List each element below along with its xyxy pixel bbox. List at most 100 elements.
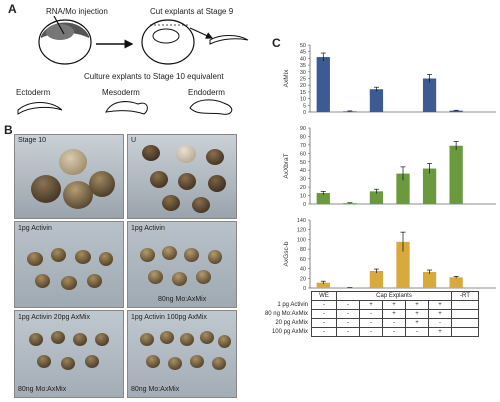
table-cell — [451, 327, 479, 337]
photo-caption: Stage 10 — [18, 137, 47, 144]
photo-caption-2: 80ng Mo:AxMix — [131, 386, 180, 393]
embryo — [212, 357, 226, 370]
table-header-row: WE Cap Explants -RT — [262, 291, 479, 301]
y-tick-label: 25 — [300, 77, 306, 83]
table-cell: - — [336, 300, 360, 310]
embryo — [190, 355, 204, 368]
embryo — [61, 276, 77, 290]
embryo — [37, 355, 51, 368]
embryo — [208, 175, 226, 192]
table-cell: + — [405, 300, 429, 310]
embryo — [208, 250, 222, 264]
injected-embryo-drawing — [38, 15, 92, 65]
y-tick-label: 100 — [297, 237, 306, 243]
table-cell: - — [359, 318, 383, 328]
y-tick-label: 35 — [300, 63, 306, 69]
bar — [449, 277, 463, 288]
y-tick-label: 45 — [300, 50, 306, 56]
embryo — [73, 333, 87, 346]
y-tick-label: 80 — [300, 247, 306, 253]
photo-caption: U — [131, 137, 137, 144]
panel-a-schematic — [17, 15, 249, 115]
embryo — [63, 181, 93, 209]
photo-activin-mo-100pg: 1pg Activin 100pg AxMix 80ng Mo:AxMix — [127, 310, 237, 398]
panel-c-letter: C — [272, 36, 281, 50]
embryo — [61, 357, 75, 370]
embryo — [59, 149, 87, 175]
y-tick-label: 90 — [300, 126, 306, 132]
table-cell: - — [311, 300, 337, 310]
step-injection-label: RNA/Mo injection — [46, 7, 108, 16]
embryo — [160, 331, 174, 344]
y-tick-label: 70 — [300, 143, 306, 149]
y-tick-label: 60 — [300, 151, 306, 157]
table-row: 20 pg AxMix - - - - + - — [262, 318, 479, 328]
bar — [396, 173, 410, 204]
embryo — [162, 195, 180, 211]
y-axis-label: AxMix — [283, 69, 290, 87]
y-tick-label: 20 — [300, 83, 306, 89]
y-tick-label: 80 — [300, 134, 306, 140]
photo-activin: 1pg Activin — [14, 221, 124, 308]
embryo — [27, 252, 43, 266]
embryo — [142, 145, 160, 161]
y-tick-label: 50 — [300, 160, 306, 166]
table-cell: - — [359, 309, 383, 319]
embryo — [150, 171, 168, 188]
y-tick-label: 20 — [300, 276, 306, 282]
germ-endoderm-label: Endoderm — [188, 88, 225, 97]
embryo — [51, 331, 65, 344]
table-row: 1 pg Activin - - + + + + — [262, 300, 479, 310]
table-cell: - — [336, 309, 360, 319]
embryo — [218, 335, 231, 348]
endoderm-explant-drawing — [189, 99, 233, 115]
embryo — [85, 355, 99, 368]
embryo — [87, 274, 102, 288]
bar — [369, 191, 384, 204]
table-cell: + — [428, 300, 452, 310]
table-cell: + — [359, 300, 383, 310]
y-tick-label: 0 — [303, 286, 306, 290]
embryo — [29, 333, 43, 346]
y-tick-label: 15 — [300, 90, 306, 96]
bar — [422, 271, 437, 288]
y-tick-label: 10 — [300, 97, 306, 103]
y-tick-label: 120 — [297, 228, 306, 234]
embryo — [51, 248, 66, 262]
table-cell: - — [382, 327, 406, 337]
embryo — [140, 248, 155, 262]
header-cap-explants: Cap Explants — [336, 291, 452, 301]
embryo — [206, 149, 224, 165]
table-cell: - — [405, 327, 429, 337]
table-cell: - — [382, 318, 406, 328]
step-cut-label: Cut explants at Stage 9 — [150, 7, 234, 16]
embryo — [176, 145, 196, 163]
arrow-2 — [189, 27, 214, 39]
bar — [369, 89, 384, 112]
y-tick-label: 0 — [303, 110, 306, 116]
bar — [396, 241, 410, 288]
photo-caption-2: 80ng Mo:AxMix — [18, 386, 67, 393]
y-tick-label: 40 — [300, 56, 306, 62]
embryo — [35, 274, 50, 288]
embryo — [162, 246, 177, 260]
ectoderm-explant-drawing — [17, 102, 63, 115]
table-cell — [451, 309, 479, 319]
panel-a-letter: A — [8, 2, 17, 16]
photo-caption: 1pg Activin — [18, 225, 52, 232]
germ-mesoderm-label: Mesoderm — [102, 88, 140, 97]
row-label: 100 pg AxMix — [271, 329, 308, 335]
table-cell: - — [428, 318, 452, 328]
row-label: 1 pg Activin — [277, 302, 308, 308]
embryo — [146, 355, 160, 368]
photo-caption: 1pg Activin — [131, 225, 165, 232]
embryo — [172, 272, 187, 286]
bar — [449, 145, 463, 204]
embryo — [192, 197, 210, 213]
step-culture-label: Culture explants to Stage 10 equivalent — [84, 72, 224, 81]
y-tick-label: 20 — [300, 185, 306, 191]
bar — [422, 168, 437, 204]
embryo — [200, 331, 214, 344]
embryo — [99, 252, 113, 266]
table-cell — [451, 300, 479, 310]
